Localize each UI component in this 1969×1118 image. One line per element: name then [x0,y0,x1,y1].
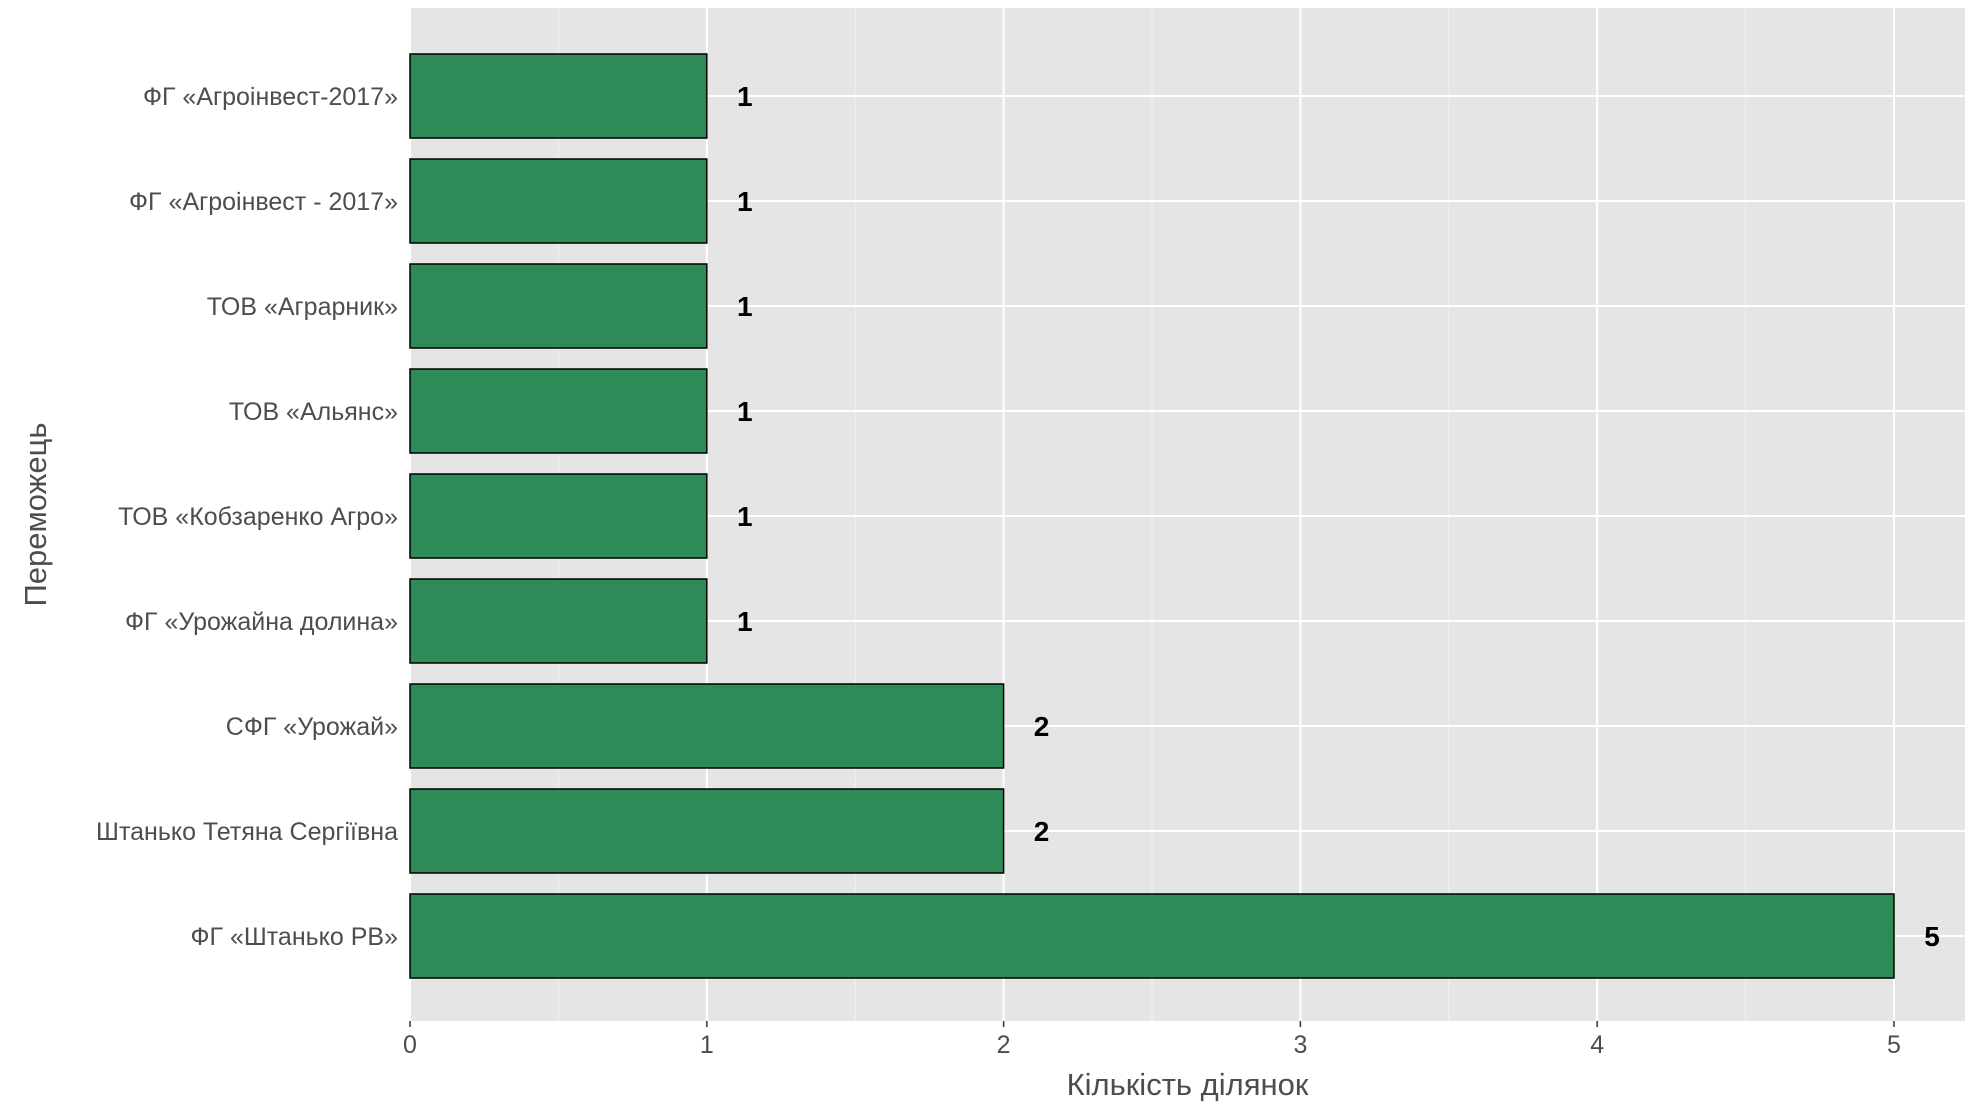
y-tick-label: ТОВ «Кобзаренко Агро» [118,503,398,531]
y-tick-label: ТОВ «Альянс» [229,398,398,426]
y-tick-label: СФГ «Урожай» [226,713,398,741]
bar [409,368,708,454]
data-label: 1 [737,606,753,637]
x-tick-label: 5 [1887,1031,1901,1059]
data-labels: 1 1 1 1 1 1 2 2 5 [737,81,1940,952]
x-tick-label: 1 [700,1031,714,1059]
y-tick-labels: ФГ «Агроінвест-2017» ФГ «Агроінвест - 201… [96,83,398,951]
bars [409,53,1895,979]
data-label: 1 [737,396,753,427]
data-label: 5 [1924,921,1940,952]
x-tick-label: 4 [1590,1031,1604,1059]
data-label: 1 [737,81,753,112]
x-tick-label: 0 [403,1031,417,1059]
bar [409,53,708,139]
x-tick-label: 2 [997,1031,1011,1059]
data-label: 1 [737,291,753,322]
data-label: 2 [1034,711,1050,742]
y-tick-label: ФГ «Урожайна долина» [125,608,398,636]
bar [409,683,1005,769]
y-tick-label: Штанько Тетяна Сергіївна [96,818,398,846]
data-label: 1 [737,186,753,217]
y-tick-label: ФГ «Штанько РВ» [190,923,398,951]
x-tick-labels: 0 1 2 3 4 5 [403,1021,1901,1059]
bar [409,473,708,559]
bar [409,788,1005,874]
bar [409,578,708,664]
data-label: 1 [737,501,753,532]
x-tick-label: 3 [1293,1031,1307,1059]
x-axis-title: Кількість ділянок [1067,1067,1309,1102]
data-label: 2 [1034,816,1050,847]
bar [409,893,1895,979]
y-tick-label: ТОВ «Аграрник» [207,293,398,321]
y-tick-label: ФГ «Агроінвест-2017» [143,83,398,111]
y-axis-title: Переможець [18,422,53,606]
bar [409,263,708,349]
y-tick-label: ФГ «Агроінвест - 2017» [129,188,398,216]
bar [409,158,708,244]
